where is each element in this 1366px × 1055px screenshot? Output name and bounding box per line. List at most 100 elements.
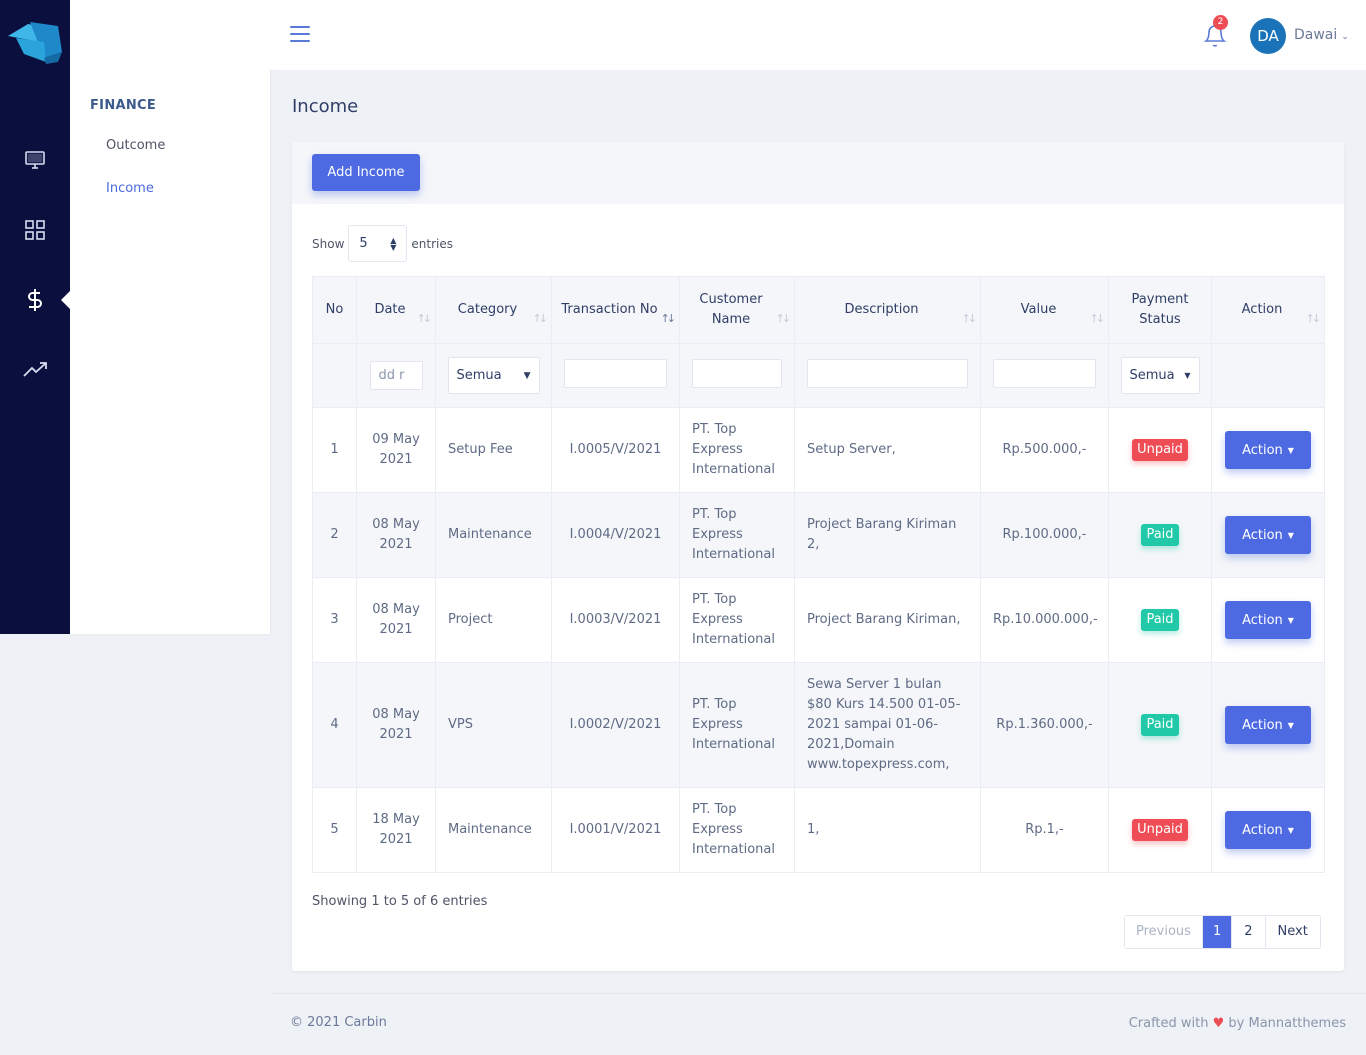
pagination-previous[interactable]: Previous [1125, 916, 1202, 948]
menu-toggle-icon[interactable] [290, 26, 310, 42]
cell-description: Project Barang Kiriman 2, [794, 492, 981, 578]
column-header-action[interactable]: Action ↑↓ [1211, 276, 1325, 344]
pagination-next[interactable]: Next [1264, 916, 1320, 948]
cell-value: Rp.100.000,- [980, 492, 1109, 578]
customer-name-filter-input[interactable] [692, 359, 782, 388]
table-row: 4 08 May 2021 VPS I.0002/V/2021 PT. Top … [312, 662, 1325, 788]
column-header-no[interactable]: No [312, 276, 357, 344]
chevron-down-icon: ▼ [1287, 615, 1294, 625]
select-arrows-icon: ▲ ▼ [390, 235, 397, 252]
sort-icon: ↑↓ [775, 312, 792, 325]
pagination-page-1[interactable]: 1 [1201, 916, 1232, 948]
table-row: 2 08 May 2021 Maintenance I.0004/V/2021 … [312, 492, 1325, 578]
pagination-page-2[interactable]: 2 [1231, 916, 1265, 948]
cell-date: 18 May 2021 [356, 787, 436, 873]
cell-no: 4 [312, 662, 357, 788]
chevron-down-icon: ▼ [1287, 720, 1294, 730]
cell-category: VPS [435, 662, 552, 788]
action-dropdown-button[interactable]: Action ▼ [1225, 706, 1311, 744]
cell-no: 5 [312, 787, 357, 873]
status-badge: Paid [1141, 524, 1179, 546]
footer-crafted-text: Crafted with [1128, 1016, 1209, 1031]
cell-category: Maintenance [435, 492, 552, 578]
avatar[interactable]: DA [1250, 18, 1286, 54]
trending-up-icon[interactable] [0, 350, 70, 390]
category-filter-select[interactable]: Semua ▼ [447, 357, 540, 394]
add-income-button[interactable]: Add Income [312, 154, 420, 191]
cell-customer: PT. Top Express International [679, 577, 795, 663]
footer-author-text: by Mannatthemes [1228, 1016, 1346, 1031]
cell-description: 1, [794, 787, 981, 873]
footer-copyright: © 2021 Carbin [290, 1015, 387, 1030]
filter-cell-empty [1211, 343, 1325, 408]
chevron-down-icon: ▼ [1287, 530, 1294, 540]
table-row: 1 09 May 2021 Setup Fee I.0005/V/2021 PT… [312, 407, 1325, 493]
icon-rail [0, 0, 70, 634]
column-header-payment-status[interactable]: Payment Status [1108, 276, 1212, 344]
page-title: Income [292, 96, 359, 117]
cell-category: Setup Fee [435, 407, 552, 493]
action-dropdown-button[interactable]: Action ▼ [1225, 601, 1311, 639]
notification-badge: 2 [1213, 15, 1228, 30]
cell-value: Rp.1,- [980, 787, 1109, 873]
cell-value: Rp.10.000.000,- [980, 577, 1109, 663]
chevron-down-icon: ⌄ [1341, 32, 1349, 42]
monitor-icon[interactable] [0, 140, 70, 180]
footer-divider [272, 993, 1366, 994]
footer-credit: Crafted with ♥ by Mannatthemes [1129, 1016, 1346, 1031]
entries-select[interactable]: 5 ▲ ▼ [348, 225, 408, 262]
cell-transaction-no: I.0001/V/2021 [551, 787, 680, 873]
cell-customer: PT. Top Express International [679, 787, 795, 873]
cell-date: 08 May 2021 [356, 662, 436, 788]
cell-transaction-no: I.0005/V/2021 [551, 407, 680, 493]
logo[interactable] [6, 18, 64, 66]
sidebar-item-outcome[interactable]: Outcome [106, 138, 166, 153]
sort-icon: ↑↓ [532, 312, 549, 325]
card-header: Add Income [292, 142, 1344, 204]
cell-date: 08 May 2021 [356, 577, 436, 663]
date-filter-input[interactable]: dd r [369, 361, 423, 390]
caret-down-icon: ▼ [523, 370, 531, 381]
column-header-category[interactable]: Category ↑↓ [435, 276, 552, 344]
description-filter-input[interactable] [807, 359, 968, 388]
transaction-no-filter-input[interactable] [564, 359, 667, 388]
status-badge: Paid [1141, 714, 1179, 736]
action-dropdown-button[interactable]: Action ▼ [1225, 811, 1311, 849]
cell-description: Sewa Server 1 bulan $80 Kurs 14.500 01-0… [794, 662, 981, 788]
action-dropdown-button[interactable]: Action ▼ [1225, 516, 1311, 554]
table-info: Showing 1 to 5 of 6 entries [312, 894, 488, 909]
cell-category: Maintenance [435, 787, 552, 873]
dollar-icon[interactable] [0, 280, 70, 320]
sort-icon: ↑↓ [1305, 312, 1322, 325]
status-filter-select[interactable]: Semua ▼ [1120, 357, 1200, 394]
user-menu[interactable]: Dawai ⌄ [1294, 27, 1349, 43]
cell-category: Project [435, 577, 552, 663]
income-card: Add Income Show 5 ▲ ▼ entries No Date ↑↓ C… [292, 142, 1344, 971]
action-dropdown-button[interactable]: Action ▼ [1225, 431, 1311, 469]
value-filter-input[interactable] [993, 359, 1096, 388]
sort-icon: ↑↓ [416, 312, 433, 325]
active-indicator [61, 291, 70, 309]
cell-transaction-no: I.0004/V/2021 [551, 492, 680, 578]
cell-no: 1 [312, 407, 357, 493]
cell-description: Project Barang Kiriman, [794, 577, 981, 663]
chevron-down-icon: ▼ [1287, 825, 1294, 835]
column-header-value[interactable]: Value ↑↓ [980, 276, 1109, 344]
user-name: Dawai [1294, 27, 1338, 43]
cell-value: Rp.1.360.000,- [980, 662, 1109, 788]
top-bar: 2 DA Dawai ⌄ [270, 0, 1366, 70]
column-header-transaction-no[interactable]: Transaction No ↑↓ [551, 276, 680, 344]
apps-grid-icon[interactable] [0, 210, 70, 250]
status-badge: Unpaid [1132, 819, 1188, 841]
status-badge: Paid [1141, 609, 1179, 631]
length-control: Show 5 ▲ ▼ entries [312, 225, 453, 262]
table-row: 3 08 May 2021 Project I.0003/V/2021 PT. … [312, 577, 1325, 663]
column-header-description[interactable]: Description ↑↓ [794, 276, 981, 344]
column-header-customer-name[interactable]: Customer Name ↑↓ [679, 276, 795, 344]
sidebar-item-income[interactable]: Income [106, 181, 154, 196]
cell-date: 09 May 2021 [356, 407, 436, 493]
table-row: 5 18 May 2021 Maintenance I.0001/V/2021 … [312, 787, 1325, 873]
column-header-date[interactable]: Date ↑↓ [356, 276, 436, 344]
logo-cube-icon [8, 22, 62, 64]
heart-icon: ♥ [1212, 1016, 1225, 1031]
